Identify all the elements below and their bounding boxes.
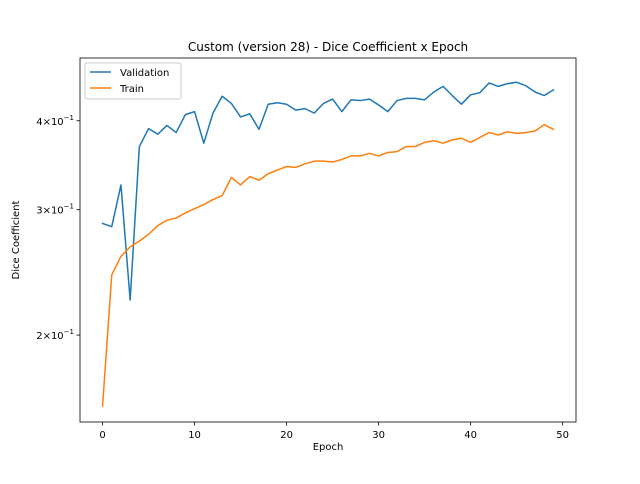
plot-frame — [79, 57, 577, 423]
series-line-validation — [101, 81, 555, 301]
x-tick-label: 30 — [372, 430, 385, 441]
x-axis-label: Epoch — [313, 442, 344, 453]
x-tick-label: 10 — [188, 430, 201, 441]
x-tick-label: 0 — [99, 430, 105, 441]
plot-area — [101, 81, 555, 407]
x-axis: 0 10 20 30 40 50 — [99, 422, 569, 441]
legend-train-label: Train — [119, 84, 144, 95]
series-line-train — [101, 123, 555, 407]
y-axis: 2×10−1 3×10−1 4×10−1 — [36, 114, 80, 342]
legend: Validation Train — [84, 62, 182, 100]
y-tick-label: 2×10−1 — [36, 328, 74, 342]
y-tick-label: 4×10−1 — [36, 114, 74, 128]
chart-title: Custom (version 28) - Dice Coefficient x… — [188, 40, 468, 54]
x-tick-label: 20 — [280, 430, 293, 441]
y-axis-label: Dice Coefficient — [11, 200, 22, 279]
y-tick-label: 3×10−1 — [36, 203, 74, 217]
legend-validation-label: Validation — [120, 68, 169, 79]
x-tick-label: 50 — [556, 430, 569, 441]
x-tick-label: 40 — [464, 430, 477, 441]
